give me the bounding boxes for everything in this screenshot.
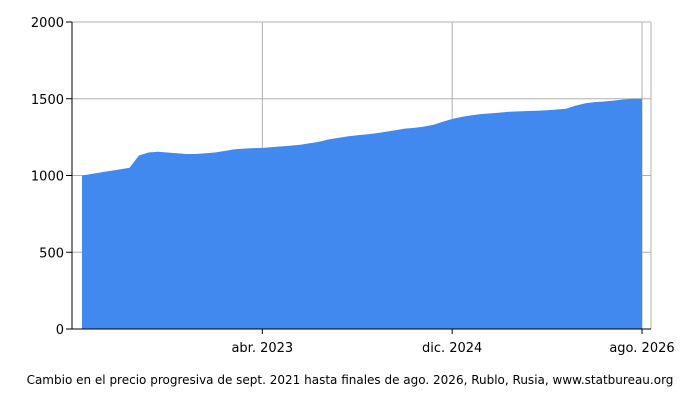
chart-caption: Cambio en el precio progresiva de sept. …: [26, 373, 674, 387]
y-tick-label: 1000: [31, 170, 64, 185]
x-tick-label: ago. 2026: [609, 341, 674, 356]
y-axis-ticks: 0 500 1000 1500 2000: [31, 16, 72, 338]
x-tick-label: dic. 2024: [422, 341, 482, 356]
y-tick-label: 500: [39, 246, 64, 261]
area-series: [82, 98, 642, 329]
y-tick-label: 1500: [31, 93, 64, 108]
x-axis-ticks: abr. 2023 dic. 2024 ago. 2026: [231, 329, 675, 356]
area-fill: [82, 98, 642, 329]
y-tick-label: 2000: [31, 16, 64, 31]
x-tick-label: abr. 2023: [231, 341, 293, 356]
y-tick-label: 0: [56, 323, 64, 338]
